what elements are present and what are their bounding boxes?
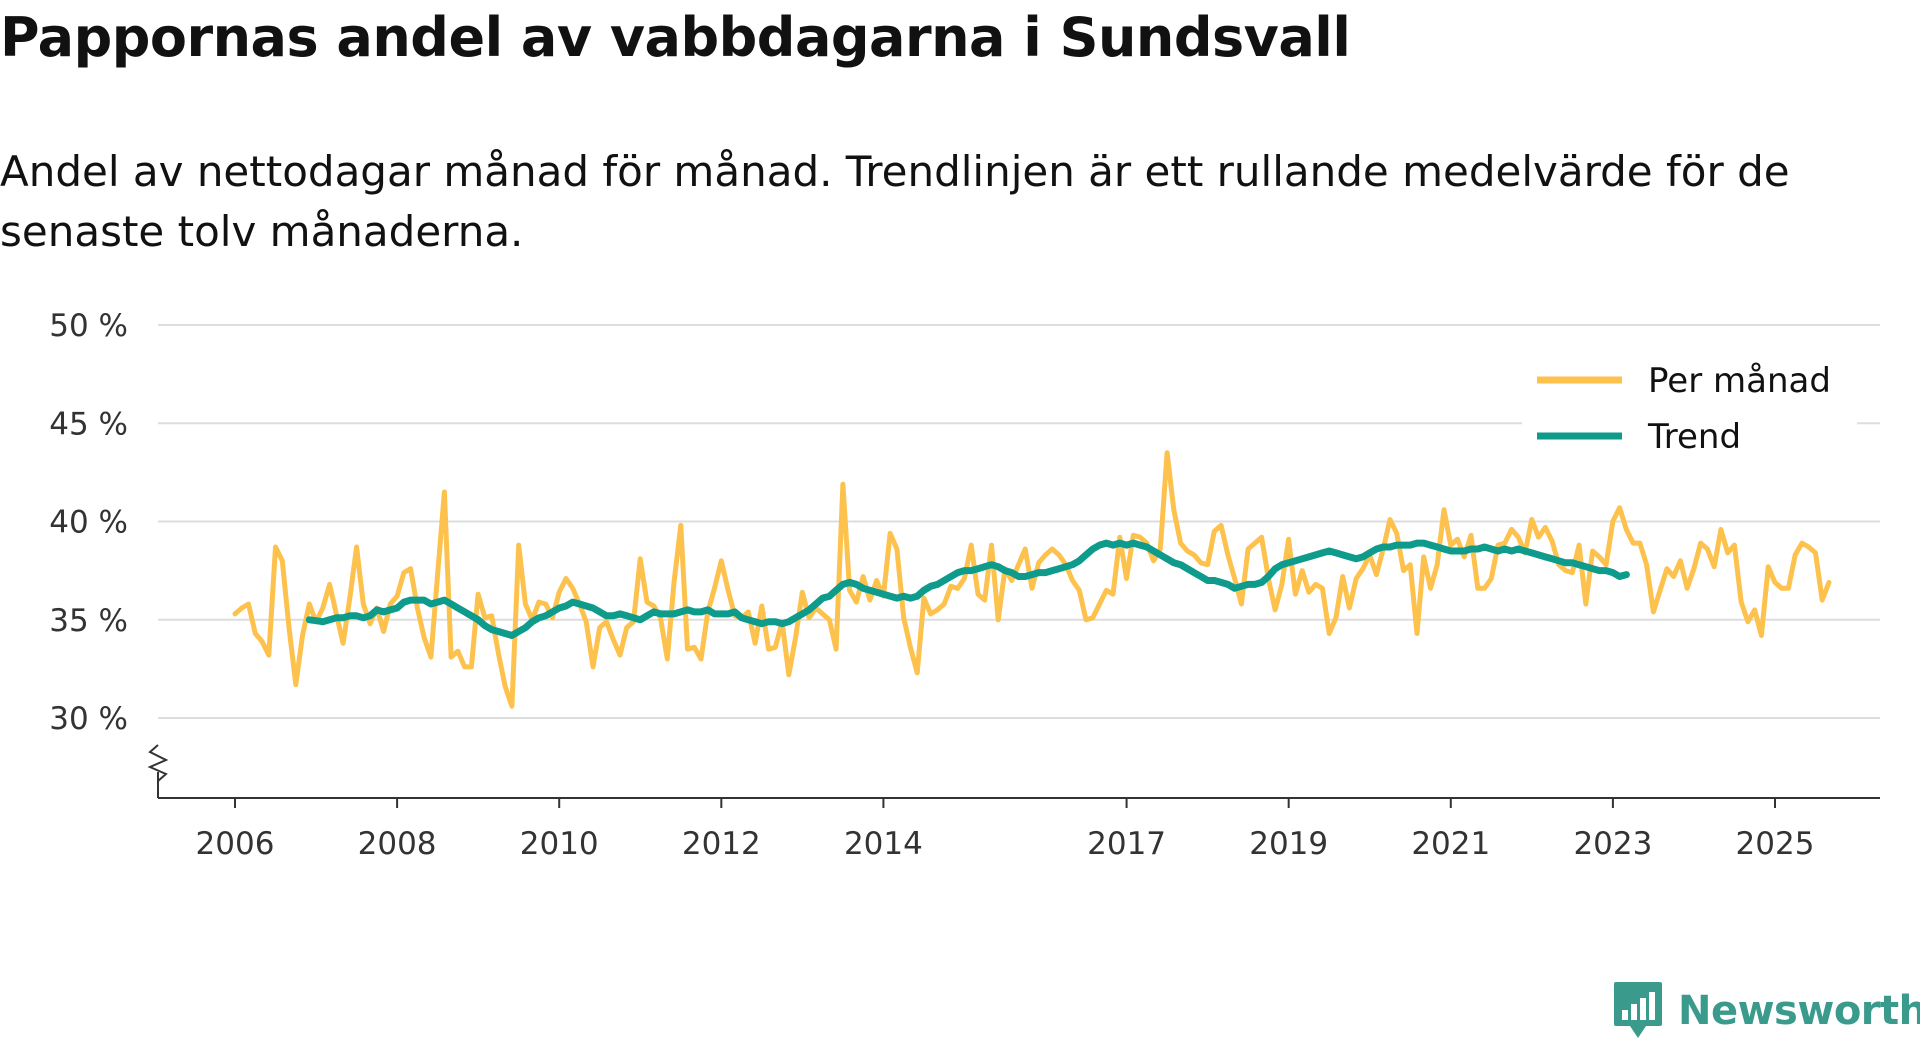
- brand-name: Newsworthy: [1678, 988, 1920, 1034]
- legend: Per månad Trend: [1522, 352, 1857, 464]
- line-chart: 30 % 35 % 40 % 45 % 50 % 2006 2008 2010 2012 201…: [49, 308, 1880, 862]
- x-tick-label: 2014: [844, 826, 923, 862]
- legend-background: [1522, 352, 1857, 464]
- y-tick-label: 40 %: [49, 505, 128, 541]
- x-axis: 2006 2008 2010 2012 2014 2017 2019 2021 2023 2025: [147, 744, 1880, 862]
- legend-label-per-manad: Per månad: [1648, 361, 1831, 401]
- series-line-per-manad: [232, 450, 1832, 709]
- x-tick-label: 2021: [1411, 826, 1490, 862]
- y-tick-label: 30 %: [49, 701, 128, 737]
- newsworthy-logo-icon: [1614, 982, 1662, 1038]
- chart-title: Pappornas andel av vabbdagarna i Sundsva…: [0, 6, 1351, 69]
- x-tick-label: 2006: [196, 826, 275, 862]
- x-tick-label: 2025: [1736, 826, 1815, 862]
- x-tick-label: 2012: [682, 826, 761, 862]
- axis-break-icon: [147, 744, 169, 782]
- x-tick-label: 2023: [1573, 826, 1652, 862]
- series-lines: [232, 450, 1832, 709]
- x-tick-label: 2010: [520, 826, 599, 862]
- x-tick-label: 2017: [1087, 826, 1166, 862]
- brand-logo: Newsworthy: [1612, 980, 1920, 1042]
- y-tick-label: 50 %: [49, 308, 128, 344]
- y-axis-ticks: 30 % 35 % 40 % 45 % 50 %: [49, 308, 128, 737]
- y-tick-label: 35 %: [49, 603, 128, 639]
- x-tick-label: 2019: [1249, 826, 1328, 862]
- legend-label-trend: Trend: [1647, 417, 1741, 457]
- series-line-trend: [305, 539, 1630, 639]
- chart-subtitle: Andel av nettodagar månad för månad. Tre…: [0, 147, 1790, 256]
- y-tick-label: 45 %: [49, 406, 128, 442]
- x-tick-label: 2008: [358, 826, 437, 862]
